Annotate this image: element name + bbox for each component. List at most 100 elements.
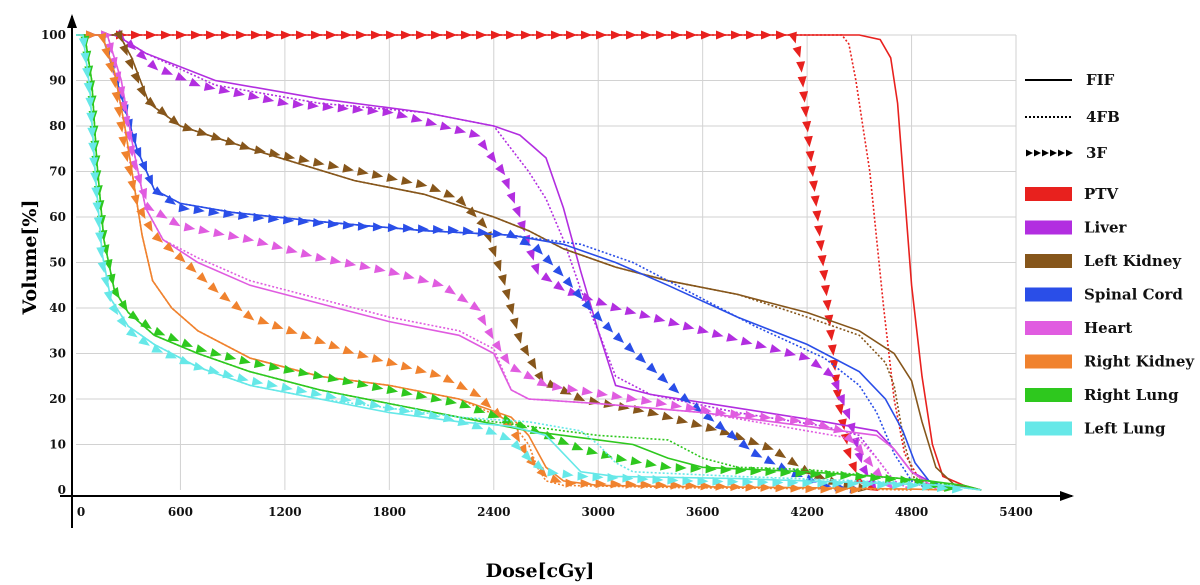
marker-3f-spinal-cord bbox=[726, 429, 739, 441]
marker-3f-ptv bbox=[596, 30, 607, 40]
marker-3f-liver bbox=[595, 297, 608, 306]
marker-3f-spinal-cord bbox=[372, 222, 384, 232]
marker-3f-left-lung bbox=[922, 481, 934, 491]
y-tick-label: 100 bbox=[41, 28, 66, 42]
legend-swatch-3f bbox=[1050, 149, 1057, 157]
y-tick-label: 80 bbox=[49, 119, 66, 133]
marker-3f-ptv bbox=[191, 30, 202, 40]
marker-3f-left-lung bbox=[90, 172, 100, 184]
marker-3f-right-kidney bbox=[625, 479, 637, 489]
marker-3f-ptv bbox=[206, 30, 217, 40]
marker-3f-right-kidney bbox=[610, 479, 622, 489]
marker-3f-spinal-cord bbox=[432, 224, 444, 234]
y-tick-labels: 0 10 20 30 40 50 60 70 80 90 100 bbox=[41, 28, 66, 497]
marker-3f-left-kidney bbox=[327, 160, 340, 170]
marker-3f-liver bbox=[439, 121, 452, 131]
marker-3f-heart bbox=[862, 455, 874, 468]
legend: FIF 4FB 3F PTV Liver Left Kidney Spinal Cord He… bbox=[1025, 71, 1195, 438]
marker-3f-left-kidney bbox=[690, 419, 703, 428]
line-fif-liver bbox=[76, 34, 947, 491]
marker-3f-ptv bbox=[626, 30, 637, 40]
marker-3f-left-lung bbox=[97, 261, 107, 273]
x-tick-label: 1800 bbox=[373, 505, 406, 519]
x-tick-label: 3000 bbox=[582, 505, 615, 519]
marker-3f-left-lung bbox=[236, 373, 249, 382]
marker-3f-liver bbox=[854, 451, 864, 464]
marker-3f-ptv bbox=[797, 76, 807, 88]
y-tick-label: 50 bbox=[49, 256, 66, 270]
marker-3f-right-kidney bbox=[174, 251, 186, 263]
marker-3f-spinal-cord bbox=[519, 236, 532, 246]
marker-3f-ptv bbox=[701, 30, 712, 40]
marker-3f-heart bbox=[133, 173, 143, 186]
marker-3f-liver bbox=[277, 97, 289, 107]
marker-3f-left-kidney bbox=[144, 96, 157, 108]
marker-3f-spinal-cord bbox=[312, 217, 325, 227]
y-tick-label: 70 bbox=[49, 165, 66, 179]
marker-3f-right-kidney bbox=[242, 310, 255, 321]
marker-3f-heart bbox=[818, 420, 831, 430]
marker-3f-left-kidney bbox=[136, 85, 146, 98]
marker-3f-spinal-cord bbox=[178, 203, 190, 213]
marker-3f-right-kidney bbox=[101, 47, 111, 59]
legend-swatch-3f bbox=[1066, 149, 1073, 157]
marker-3f-right-lung bbox=[473, 404, 486, 414]
x-tick-label: 4800 bbox=[895, 505, 928, 519]
marker-3f-ptv bbox=[536, 30, 547, 40]
marker-3f-liver bbox=[610, 302, 622, 312]
marker-3f-liver bbox=[292, 99, 304, 109]
marker-3f-left-kidney bbox=[455, 195, 467, 207]
marker-3f-liver bbox=[769, 344, 782, 353]
marker-3f-left-lung bbox=[547, 467, 559, 477]
marker-3f-ptv bbox=[356, 30, 367, 40]
marker-3f-right-kidney bbox=[371, 353, 384, 363]
marker-3f-left-lung bbox=[712, 476, 724, 486]
marker-3f-left-kidney bbox=[747, 436, 760, 446]
marker-3f-right-kidney bbox=[480, 397, 492, 409]
legend-swatch-liver bbox=[1025, 220, 1072, 235]
marker-3f-liver bbox=[262, 94, 275, 104]
marker-3f-spinal-cord bbox=[387, 223, 399, 233]
legend-label-right-kidney: Right Kidney bbox=[1084, 353, 1195, 371]
marker-3f-heart bbox=[300, 248, 313, 258]
marker-3f-ptv bbox=[401, 30, 412, 40]
marker-3f-liver bbox=[203, 82, 216, 91]
marker-3f-left-lung bbox=[485, 426, 498, 435]
marker-3f-ptv bbox=[814, 225, 824, 237]
marker-3f-ptv bbox=[296, 30, 307, 40]
marker-3f-heart bbox=[477, 314, 487, 327]
marker-3f-right-kidney bbox=[517, 443, 528, 456]
marker-3f-left-lung bbox=[95, 231, 105, 244]
marker-3f-left-lung bbox=[108, 303, 119, 316]
marker-3f-ptv bbox=[146, 30, 157, 40]
marker-3f-left-lung bbox=[91, 187, 101, 199]
marker-3f-right-kidney bbox=[207, 282, 219, 293]
marker-3f-left-lung bbox=[251, 376, 264, 386]
marker-3f-right-kidney bbox=[715, 481, 727, 491]
y-tick-label: 20 bbox=[49, 392, 66, 406]
marker-3f-left-lung bbox=[281, 382, 293, 392]
marker-3f-ptv bbox=[506, 30, 517, 40]
marker-3f-ptv bbox=[566, 30, 577, 40]
marker-3f-left-lung bbox=[742, 477, 754, 487]
marker-3f-left-lung bbox=[521, 450, 533, 462]
marker-3f-spinal-cord bbox=[282, 215, 295, 225]
marker-3f-heart bbox=[804, 416, 816, 426]
marker-3f-right-lung bbox=[371, 382, 384, 392]
marker-3f-spinal-cord bbox=[447, 225, 459, 235]
marker-3f-ptv bbox=[221, 30, 232, 40]
marker-3f-heart bbox=[271, 241, 284, 250]
marker-3f-spinal-cord bbox=[477, 227, 489, 237]
marker-3f-left-kidney bbox=[225, 136, 237, 146]
marker-3f-ptv bbox=[792, 45, 802, 58]
marker-3f-left-lung bbox=[637, 474, 649, 484]
marker-3f-spinal-cord bbox=[702, 411, 715, 422]
marker-3f-right-kidney bbox=[130, 194, 140, 207]
marker-3f-heart bbox=[536, 377, 549, 387]
marker-3f-ptv bbox=[671, 30, 682, 40]
marker-3f-left-kidney bbox=[356, 166, 369, 176]
marker-3f-left-lung bbox=[667, 475, 679, 485]
marker-3f-liver bbox=[668, 317, 680, 327]
marker-3f-right-lung bbox=[615, 453, 628, 463]
marker-3f-liver bbox=[755, 340, 768, 350]
